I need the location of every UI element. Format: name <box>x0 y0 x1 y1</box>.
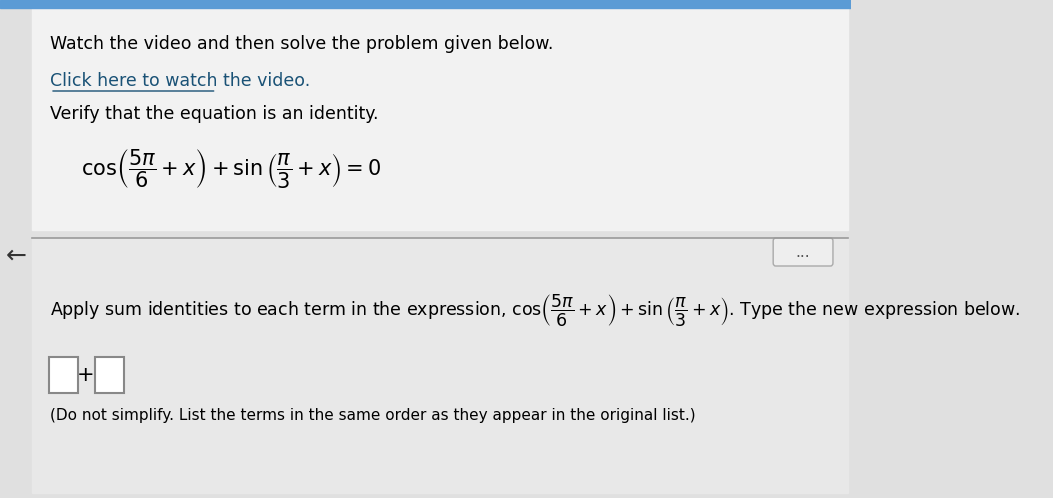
Text: ...: ... <box>796 245 811 259</box>
Bar <box>33 8 849 230</box>
Text: Verify that the equation is an identity.: Verify that the equation is an identity. <box>51 105 379 123</box>
Text: Click here to watch the video.: Click here to watch the video. <box>51 72 311 90</box>
Text: $\leftarrow$: $\leftarrow$ <box>1 243 27 267</box>
FancyBboxPatch shape <box>95 357 123 393</box>
FancyBboxPatch shape <box>773 238 833 266</box>
Text: +: + <box>77 365 95 385</box>
Text: Watch the video and then solve the problem given below.: Watch the video and then solve the probl… <box>51 35 554 53</box>
Text: (Do not simplify. List the terms in the same order as they appear in the origina: (Do not simplify. List the terms in the … <box>51 408 696 423</box>
FancyBboxPatch shape <box>49 357 78 393</box>
Text: $\mathrm{cos}\left(\dfrac{5\pi}{6}+x\right)+\sin\left(\dfrac{\pi}{3}+x\right)=0$: $\mathrm{cos}\left(\dfrac{5\pi}{6}+x\rig… <box>81 146 381 190</box>
Bar <box>33 238 849 493</box>
Bar <box>0 0 851 8</box>
Text: Apply sum identities to each term in the expression, $\mathrm{cos}\left(\dfrac{5: Apply sum identities to each term in the… <box>51 292 1020 328</box>
